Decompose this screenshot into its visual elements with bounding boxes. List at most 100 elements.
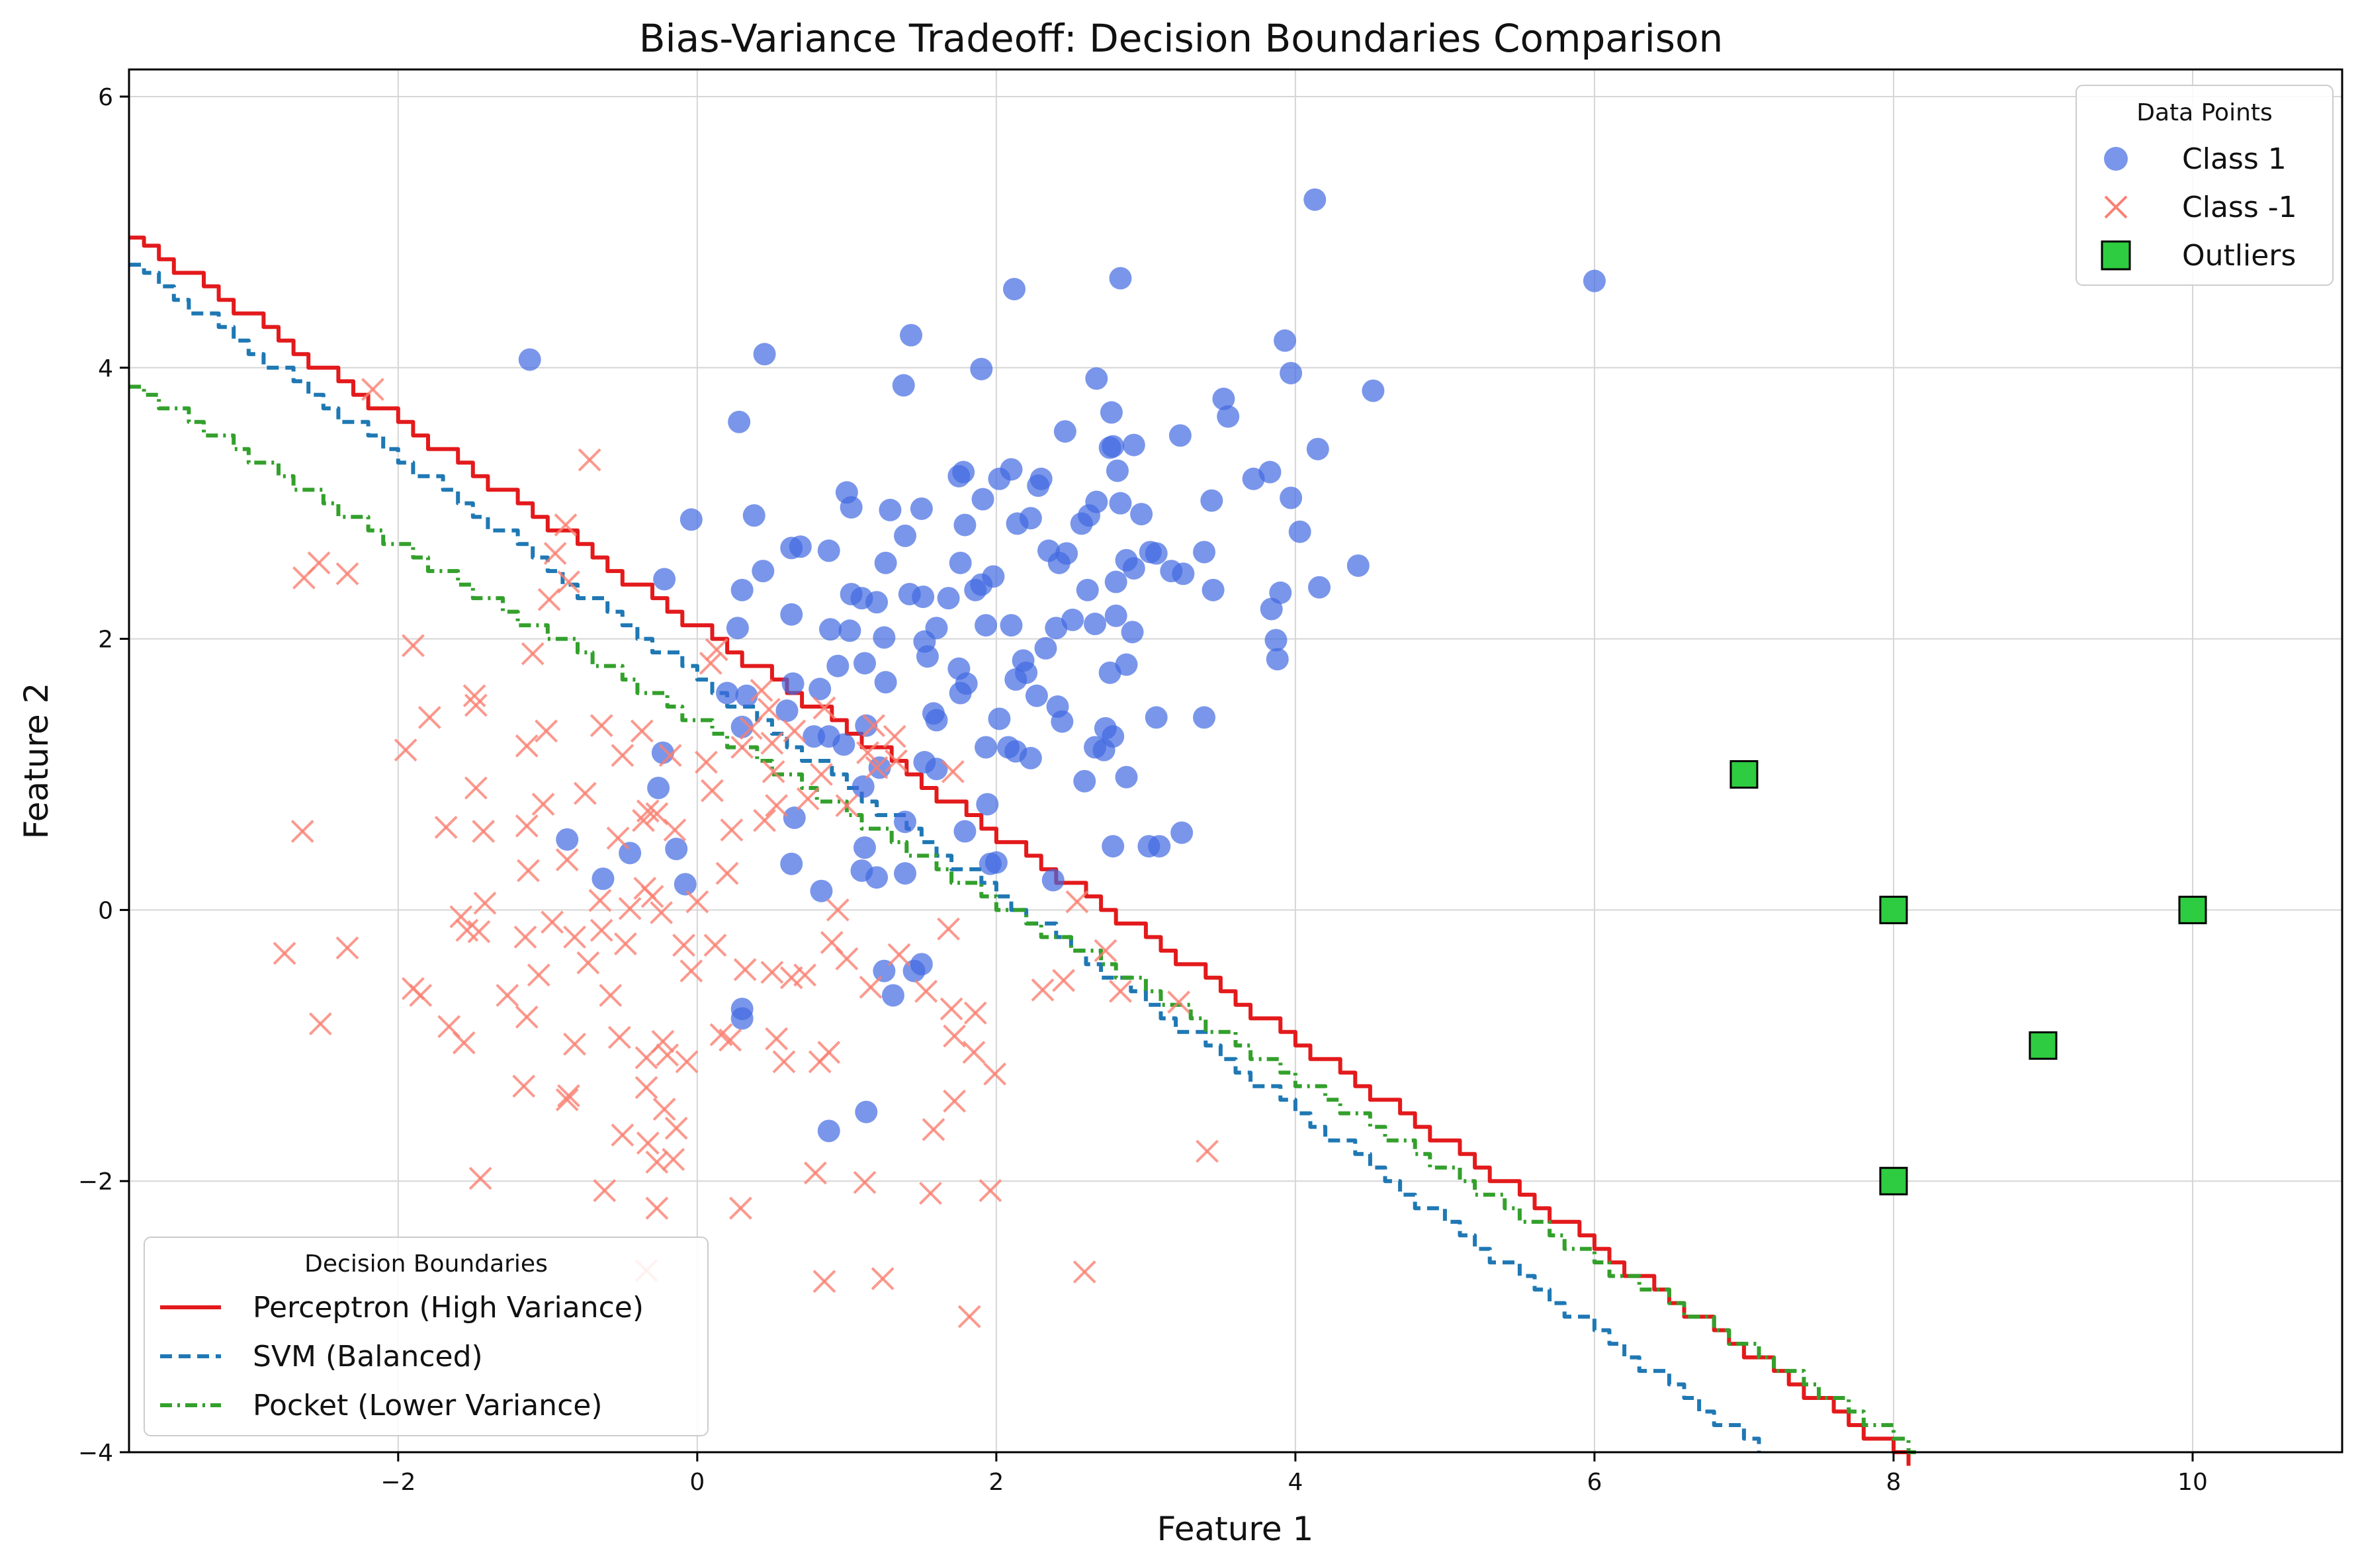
x-marker-stroke bbox=[760, 731, 784, 755]
class-1-point bbox=[1000, 458, 1023, 481]
x-marker-stroke bbox=[675, 1050, 699, 1074]
class-neg1-point bbox=[543, 542, 567, 565]
x-marker-stroke bbox=[640, 885, 664, 908]
class-1-point bbox=[832, 733, 855, 756]
class-neg1-point bbox=[943, 1089, 967, 1113]
x-marker-stroke bbox=[557, 570, 580, 593]
class-neg1-point bbox=[983, 1062, 1007, 1086]
x-marker-stroke bbox=[537, 588, 561, 611]
class-1-point bbox=[1172, 562, 1195, 586]
class-neg1-point bbox=[662, 1147, 685, 1171]
x-marker-stroke bbox=[645, 1196, 669, 1220]
class-1-point bbox=[970, 357, 993, 380]
x-marker-stroke bbox=[703, 934, 727, 957]
class-neg1-point bbox=[512, 1074, 536, 1098]
class-1-point bbox=[1193, 541, 1216, 564]
class-neg1-point bbox=[1065, 890, 1089, 914]
class-neg1-point bbox=[434, 815, 458, 839]
class-neg1-point bbox=[409, 984, 433, 1007]
x-marker-stroke bbox=[652, 1098, 676, 1121]
x-marker-stroke bbox=[607, 1025, 631, 1049]
class-neg1-point bbox=[557, 570, 580, 593]
x-marker-stroke bbox=[812, 1270, 836, 1293]
x-marker-stroke bbox=[593, 1179, 617, 1202]
class-1-point bbox=[1122, 557, 1145, 580]
x-marker-stroke bbox=[753, 808, 776, 832]
class-neg1-point bbox=[922, 1117, 945, 1141]
class-1-point bbox=[679, 508, 703, 531]
x-marker-stroke bbox=[599, 984, 623, 1007]
x-tick-label: 6 bbox=[1587, 1469, 1602, 1496]
class-neg1-point bbox=[664, 1116, 688, 1140]
class-neg1-point bbox=[733, 958, 757, 981]
class-1-point bbox=[783, 806, 806, 830]
outlier-point bbox=[1729, 760, 1759, 789]
class-1-point bbox=[925, 617, 948, 640]
class-1-point bbox=[1115, 765, 1138, 789]
class-neg1-point bbox=[645, 1196, 669, 1220]
x-tick-label: 8 bbox=[1886, 1469, 1902, 1496]
outlier-point bbox=[1879, 895, 1908, 924]
x-marker-stroke bbox=[578, 448, 601, 472]
class-1-point bbox=[900, 324, 923, 347]
class-neg1-point bbox=[883, 724, 906, 748]
x-marker-stroke bbox=[515, 734, 539, 758]
class-neg1-point bbox=[472, 820, 496, 843]
outlier-point bbox=[2178, 895, 2207, 924]
x-marker-stroke bbox=[817, 1041, 841, 1064]
class-1-point bbox=[591, 867, 615, 891]
class-1-point bbox=[1085, 367, 1108, 390]
class-neg1-point bbox=[607, 1025, 631, 1049]
x-marker-stroke bbox=[705, 638, 728, 662]
class-neg1-point bbox=[630, 719, 654, 743]
x-marker-stroke bbox=[650, 901, 674, 924]
class-neg1-point bbox=[699, 652, 722, 675]
class-neg1-point bbox=[464, 776, 488, 800]
x-marker-stroke bbox=[437, 1015, 461, 1039]
class-1-point bbox=[873, 626, 896, 649]
class-neg1-point bbox=[651, 1029, 675, 1053]
class-neg1-point bbox=[701, 779, 724, 803]
class-1-point bbox=[1269, 581, 1292, 604]
x-marker-stroke bbox=[462, 684, 486, 708]
class-1-point bbox=[730, 578, 754, 601]
class-neg1-point bbox=[1052, 969, 1075, 992]
class-neg1-point bbox=[590, 918, 613, 942]
class-1-point bbox=[619, 842, 642, 865]
class-neg1-point bbox=[765, 1027, 789, 1051]
class-neg1-point bbox=[796, 787, 820, 810]
x-marker-stroke bbox=[335, 562, 359, 586]
x-marker-stroke bbox=[885, 749, 908, 773]
class-neg1-point bbox=[675, 1050, 699, 1074]
class-neg1-point bbox=[618, 896, 642, 920]
x-marker-stroke bbox=[588, 889, 612, 912]
x-marker-stroke bbox=[919, 1182, 942, 1205]
x-marker-stroke bbox=[1109, 979, 1132, 1003]
x-marker-stroke bbox=[468, 1166, 492, 1190]
class-neg1-point bbox=[979, 1179, 1002, 1202]
class-1-point bbox=[971, 488, 994, 511]
x-marker-stroke bbox=[685, 890, 709, 914]
class-neg1-point bbox=[361, 378, 384, 401]
x-marker-stroke bbox=[865, 756, 889, 779]
class-1-point bbox=[1264, 629, 1288, 652]
decision-boundary-lines bbox=[129, 236, 1916, 1466]
class-1-point bbox=[780, 852, 803, 875]
y-tick-label: 6 bbox=[98, 84, 113, 111]
class-neg1-point bbox=[685, 890, 709, 914]
x-marker-stroke bbox=[728, 1196, 752, 1220]
x-marker-stroke bbox=[515, 814, 539, 838]
chart-title: Bias-Variance Tradeoff: Decision Boundar… bbox=[639, 16, 1723, 61]
class-neg1-point bbox=[835, 947, 859, 971]
class-1-point bbox=[1168, 424, 1192, 447]
class-1-point bbox=[1306, 437, 1329, 460]
x-marker-stroke bbox=[701, 779, 724, 803]
x-marker-stroke bbox=[1052, 969, 1075, 992]
x-marker-stroke bbox=[645, 802, 669, 826]
class-1-point bbox=[810, 879, 833, 902]
x-marker-stroke bbox=[361, 378, 384, 401]
class-1-point bbox=[975, 614, 998, 637]
class-neg1-point bbox=[817, 1041, 841, 1064]
class-neg1-point bbox=[576, 951, 600, 975]
x-marker-stroke bbox=[1065, 890, 1089, 914]
